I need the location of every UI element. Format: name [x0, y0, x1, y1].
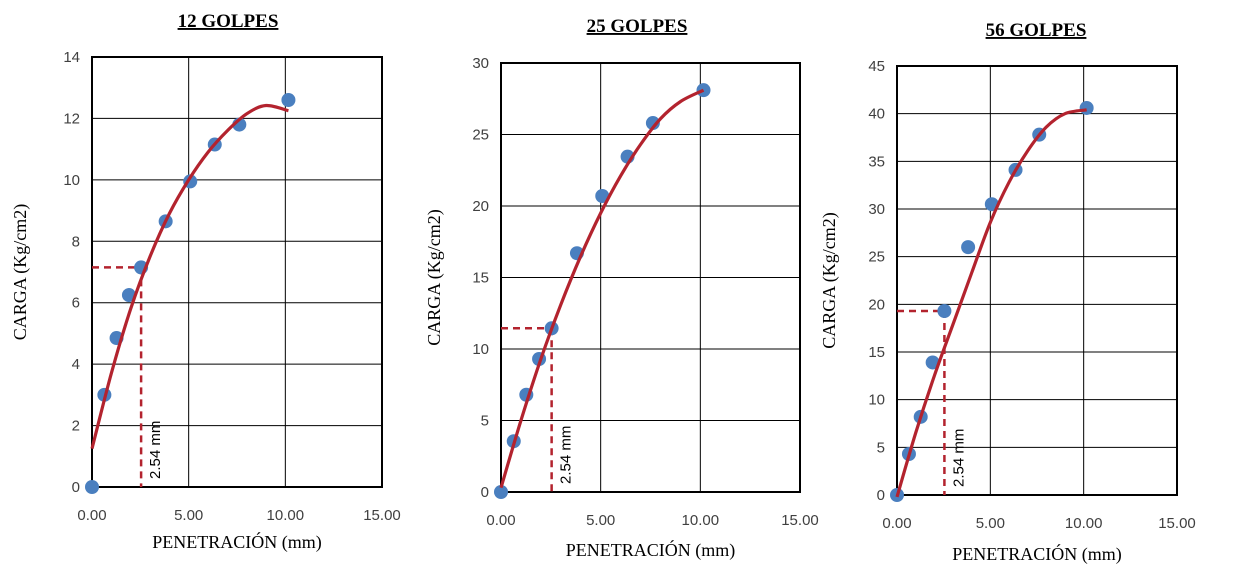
chart-3-plot-frame [896, 65, 1178, 496]
chart-2-trendline [499, 88, 705, 489]
chart-1-xtick-label: 0.00 [77, 507, 106, 524]
chart-1: 12 GOLPES 0 2 4 6 8 10 12 14 0.00 5.00 10.00 15.00 CA… [10, 11, 401, 553]
chart-1-xtick-label: 5.00 [174, 507, 203, 524]
chart-1-ytick-label: 14 [63, 49, 80, 66]
chart-1-data-point [281, 93, 296, 107]
chart-3-ytick-label: 10 [868, 392, 885, 409]
chart-2: 25 GOLPES 0 5 10 15 20 25 30 0.00 5.00 10.00 15.00 C… [424, 16, 819, 561]
chart-2-ytick-label: 20 [472, 198, 489, 215]
chart-2-ytick-label: 5 [481, 413, 489, 430]
chart-1-reference-label: 2.54 mm [147, 421, 164, 479]
chart-2-data-point [595, 188, 610, 203]
chart-3-data-point [937, 304, 952, 319]
chart-2-xtick-label: 10.00 [682, 512, 720, 529]
chart-2-data-point [645, 116, 660, 131]
chart-1-x-axis-label: PENETRACIÓN (mm) [152, 531, 322, 553]
chart-1-ytick-label: 6 [72, 295, 80, 312]
chart-3-ytick-label: 15 [868, 344, 885, 361]
chart-2-data-point [494, 485, 508, 499]
chart-3-xtick-label: 5.00 [976, 515, 1005, 532]
chart-2-x-axis-label: PENETRACIÓN (mm) [566, 539, 736, 561]
chart-3-xtick-label: 10.00 [1065, 515, 1103, 532]
chart-3-ytick-label: 20 [868, 296, 885, 313]
chart-3-ytick-label: 30 [868, 201, 885, 218]
chart-1-xtick-label: 15.00 [363, 507, 401, 524]
chart-3-ytick-label: 25 [868, 249, 885, 266]
chart-1-ytick-label: 4 [72, 356, 80, 373]
chart-3-title: 56 GOLPES [986, 20, 1087, 41]
chart-1-ytick-label: 0 [72, 479, 80, 496]
chart-3-trendline [895, 108, 1087, 498]
chart-3-data-point [1079, 100, 1094, 115]
chart-3-ytick-label: 0 [877, 487, 885, 504]
chart-1-ytick-label: 10 [63, 172, 80, 189]
chart-2-ytick-label: 15 [472, 270, 489, 287]
chart-3-data-point [961, 240, 976, 255]
chart-1-ytick-label: 2 [72, 418, 80, 435]
chart-3-ytick-label: 5 [877, 439, 885, 456]
chart-1-xtick-label: 10.00 [267, 507, 305, 524]
chart-1-trendline [90, 103, 289, 450]
chart-3-reference-label: 2.54 mm [950, 429, 967, 487]
chart-3-xtick-label: 0.00 [882, 515, 911, 532]
chart-2-ytick-label: 10 [472, 341, 489, 358]
chart-1-data-point [121, 288, 136, 303]
chart-2-xtick-label: 5.00 [586, 512, 615, 529]
chart-2-title: 25 GOLPES [587, 16, 688, 37]
chart-3: 56 GOLPES 0 5 10 15 20 25 30 35 40 45 0.00 5.00 10.00… [819, 20, 1196, 565]
chart-2-ytick-label: 25 [472, 127, 489, 144]
chart-2-xtick-label: 0.00 [486, 512, 515, 529]
chart-2-ytick-label: 0 [481, 484, 489, 501]
chart-1-data-point [85, 480, 99, 494]
chart-2-ytick-label: 30 [472, 55, 489, 72]
chart-1-title: 12 GOLPES [178, 11, 279, 32]
chart-2-reference-label: 2.54 mm [558, 426, 575, 484]
chart-3-ytick-label: 40 [868, 106, 885, 123]
chart-1-y-axis-label: CARGA (Kg/cm2) [10, 204, 31, 341]
chart-1-plot-frame [91, 56, 383, 488]
chart-1-ytick-label: 12 [63, 110, 80, 127]
chart-2-y-axis-label: CARGA (Kg/cm2) [424, 209, 445, 346]
chart-3-xtick-label: 15.00 [1158, 515, 1196, 532]
chart-3-ytick-label: 45 [868, 58, 885, 75]
chart-3-x-axis-label: PENETRACIÓN (mm) [952, 543, 1122, 565]
chart-2-plot-frame [500, 62, 801, 493]
chart-3-y-axis-label: CARGA (Kg/cm2) [819, 212, 840, 349]
chart-2-xtick-label: 15.00 [781, 512, 819, 529]
chart-1-ytick-label: 8 [72, 233, 80, 250]
chart-3-ytick-label: 35 [868, 153, 885, 170]
